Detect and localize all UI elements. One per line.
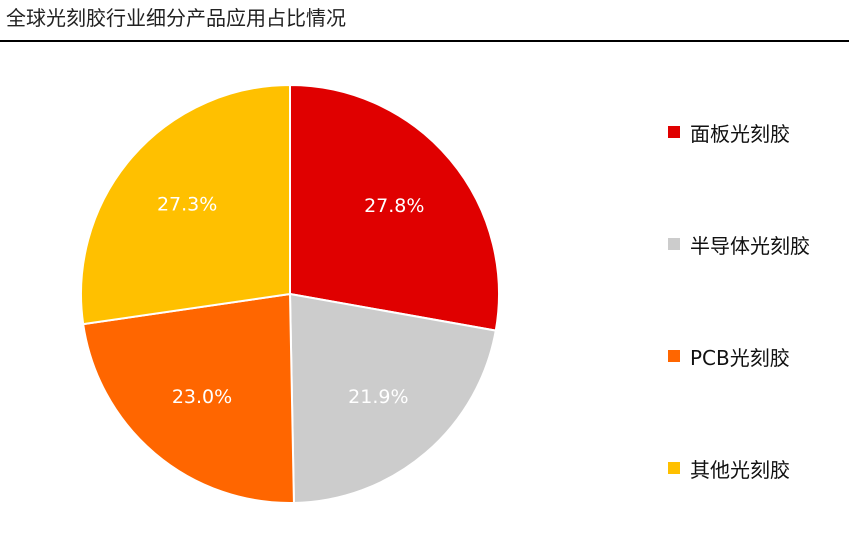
legend-item-pcb: PCB光刻胶 [668,339,846,373]
legend-label-semiconductor: 半导体光刻胶 [690,233,810,258]
legend-swatch-other [668,462,680,474]
legend-swatch-semiconductor [668,238,680,250]
legend-label-panel: 面板光刻胶 [690,121,790,146]
pie-slice-pcb [82,292,295,504]
legend-item-panel: 面板光刻胶 [668,115,846,149]
legend-swatch-pcb [668,350,680,362]
legend-swatch-panel [668,126,680,138]
data-label-other: 27.3% [157,194,217,216]
legend-item-semiconductor: 半导体光刻胶 [668,227,846,261]
chart-title: 全球光刻胶行业细分产品应用占比情况 [6,6,346,30]
data-label-pcb: 23.0% [172,386,232,408]
data-label-semiconductor: 21.9% [348,386,408,408]
title-underline [0,40,849,42]
pie-slice-other [80,83,291,326]
data-label-panel: 27.8% [364,195,424,217]
pie-slice-panel [289,83,500,332]
legend-label-other: 其他光刻胶 [690,457,790,482]
legend: 面板光刻胶 半导体光刻胶 PCB光刻胶 其他光刻胶 [668,115,846,485]
legend-item-other: 其他光刻胶 [668,451,846,485]
pie-slice-semiconductor [288,292,497,504]
legend-label-pcb: PCB光刻胶 [690,345,790,370]
